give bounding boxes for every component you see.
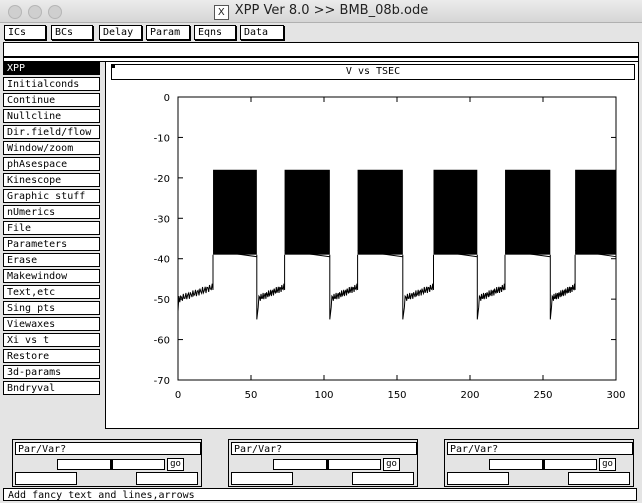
bcs-button[interactable]: BCs: [51, 25, 93, 40]
x-tick-label: 0: [175, 390, 181, 401]
menu-item-dir-field-flow[interactable]: Dir.field/flow: [3, 125, 100, 139]
param-var-input[interactable]: Par/Var?: [447, 442, 633, 455]
slider-high-field[interactable]: [136, 472, 198, 485]
main-menu: XPP Initialconds Continue Nullcline Dir.fiel…: [3, 61, 100, 397]
data-button[interactable]: Data: [240, 25, 284, 40]
menu-item-kinescope[interactable]: Kinescope: [3, 173, 100, 187]
burst-spikes: [575, 169, 616, 255]
go-button[interactable]: go: [599, 458, 616, 471]
y-tick-label: 0: [164, 93, 170, 104]
status-bar: Add fancy text and lines,arrows: [3, 488, 637, 501]
minimize-window-button[interactable]: [28, 5, 42, 19]
slider-thumb[interactable]: [110, 459, 113, 470]
param-panel-1: Par/Var? go: [12, 439, 202, 487]
zoom-window-button[interactable]: [48, 5, 62, 19]
slider-thumb[interactable]: [326, 459, 329, 470]
go-button[interactable]: go: [383, 458, 400, 471]
ics-button[interactable]: ICs: [4, 25, 46, 40]
x-tick-label: 100: [314, 390, 333, 401]
menu-item-parameters[interactable]: Parameters: [3, 237, 100, 251]
voltage-trace: [177, 254, 617, 320]
menu-item-3d-params[interactable]: 3d-params: [3, 365, 100, 379]
slider-high-field[interactable]: [568, 472, 630, 485]
graph-window[interactable]: V vs TSEC 0 50 100 150 200 250 300 0 -10 -20 -30 -4…: [105, 61, 639, 429]
burst-spikes: [213, 169, 257, 255]
param-var-input[interactable]: Par/Var?: [15, 442, 201, 455]
graph-title: V vs TSEC: [111, 64, 635, 80]
x-tick-label: 250: [533, 390, 552, 401]
y-tick-label: -20: [154, 174, 170, 185]
y-tick-label: -70: [154, 376, 170, 387]
burst-baseline: [284, 250, 330, 258]
y-tick-label: -60: [154, 336, 170, 347]
burst-baseline: [575, 250, 617, 258]
param-slider[interactable]: [489, 459, 597, 470]
title-bar: X XPP Ver 8.0 >> BMB_08b.ode: [0, 0, 642, 23]
menu-item-graphic-stuff[interactable]: Graphic stuff: [3, 189, 100, 203]
y-tick-label: -50: [154, 295, 170, 306]
menu-item-numerics[interactable]: nUmerics: [3, 205, 100, 219]
menu-item-sing-pts[interactable]: Sing pts: [3, 301, 100, 315]
burst-baseline: [504, 250, 551, 258]
menu-item-initialconds[interactable]: Initialconds: [3, 77, 100, 91]
x-tick-label: 50: [245, 390, 258, 401]
param-slider[interactable]: [273, 459, 381, 470]
slider-high-field[interactable]: [352, 472, 414, 485]
param-button[interactable]: Param: [146, 25, 190, 40]
menu-item-xpp[interactable]: XPP: [3, 61, 100, 75]
burst-baseline: [212, 250, 257, 258]
burst-spikes: [433, 169, 478, 255]
menu-item-makewindow[interactable]: Makewindow: [3, 269, 100, 283]
x-tick-label: 150: [387, 390, 406, 401]
window-title-text: XPP Ver 8.0 >> BMB_08b.ode: [234, 3, 429, 18]
slider-low-field[interactable]: [15, 472, 77, 485]
param-panel-2: Par/Var? go: [228, 439, 418, 487]
x-tick-label: 200: [460, 390, 479, 401]
menu-item-continue[interactable]: Continue: [3, 93, 100, 107]
go-button[interactable]: go: [167, 458, 184, 471]
command-input[interactable]: [3, 42, 639, 57]
slider-low-field[interactable]: [231, 472, 293, 485]
param-var-input[interactable]: Par/Var?: [231, 442, 417, 455]
menu-item-nullcline[interactable]: Nullcline: [3, 109, 100, 123]
menu-item-window-zoom[interactable]: Window/zoom: [3, 141, 100, 155]
menu-item-bndryval[interactable]: Bndryval: [3, 381, 100, 395]
x11-icon: X: [213, 5, 229, 20]
menu-item-erase[interactable]: Erase: [3, 253, 100, 267]
eqns-button[interactable]: Eqns: [194, 25, 236, 40]
menu-item-restore[interactable]: Restore: [3, 349, 100, 363]
menu-item-text-etc[interactable]: Text,etc: [3, 285, 100, 299]
burst-baseline: [357, 250, 403, 258]
x-tick-label: 300: [606, 390, 625, 401]
menu-item-viewaxes[interactable]: Viewaxes: [3, 317, 100, 331]
menu-item-phasespace[interactable]: phAsespace: [3, 157, 100, 171]
burst-spikes: [505, 169, 551, 255]
y-tick-label: -40: [154, 255, 170, 266]
burst-spikes: [284, 169, 330, 255]
window-title: X XPP Ver 8.0 >> BMB_08b.ode: [0, 3, 642, 20]
y-tick-label: -10: [154, 133, 170, 144]
menu-item-xi-vs-t[interactable]: Xi vs t: [3, 333, 100, 347]
delay-button[interactable]: Delay: [99, 25, 142, 40]
voltage-plot[interactable]: 0 50 100 150 200 250 300 0 -10 -20 -30 -40 -50 -60 -70: [106, 80, 638, 428]
slider-thumb[interactable]: [542, 459, 545, 470]
close-window-button[interactable]: [8, 5, 22, 19]
param-panel-3: Par/Var? go: [444, 439, 634, 487]
param-slider[interactable]: [57, 459, 165, 470]
burst-baseline: [433, 250, 478, 258]
y-tick-label: -30: [154, 214, 170, 225]
menu-item-file[interactable]: File: [3, 221, 100, 235]
slider-low-field[interactable]: [447, 472, 509, 485]
burst-spikes: [357, 169, 403, 255]
